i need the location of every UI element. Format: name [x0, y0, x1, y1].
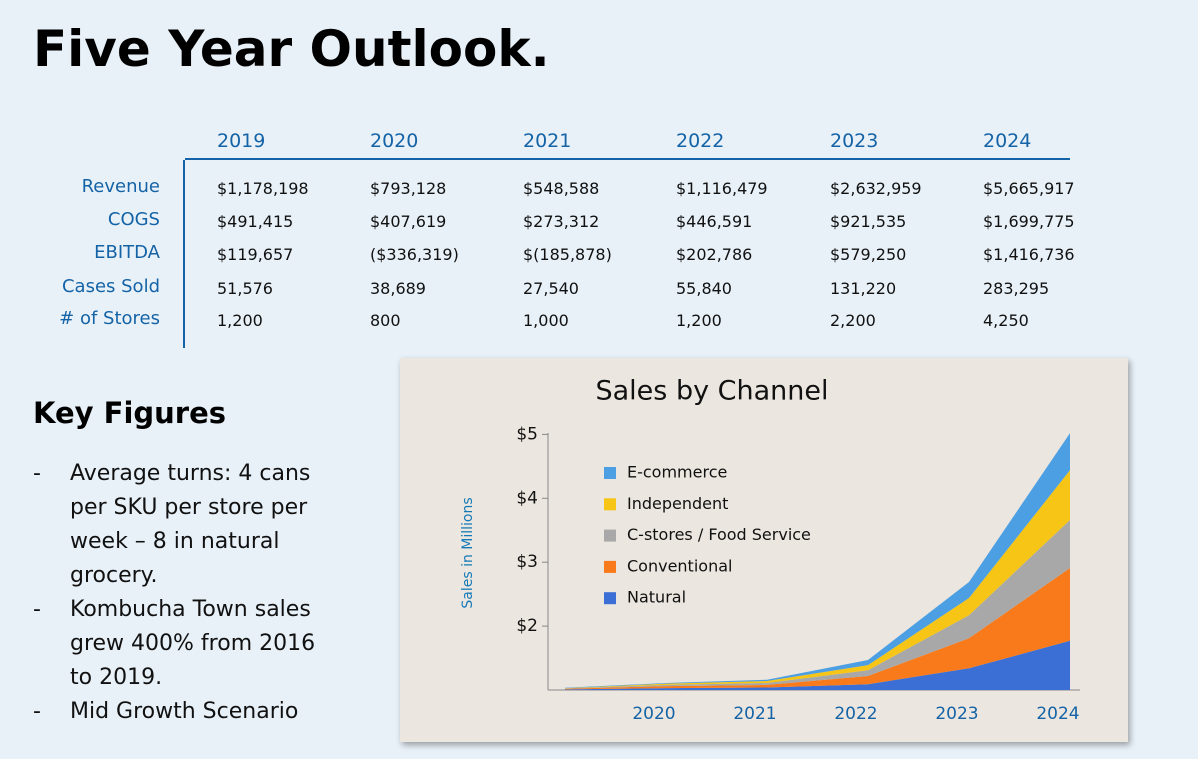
bullet-dash: - [33, 699, 41, 724]
table-cell: $273,312 [523, 212, 600, 231]
bullet: - Average turns: 4 cans per SKU per store… [33, 457, 333, 593]
legend-label: Conventional [627, 556, 732, 575]
year-header: 2024 [983, 130, 1032, 152]
table-cell: 27,540 [523, 279, 579, 298]
table-cell: $119,657 [217, 245, 294, 264]
x-tick-label: 2022 [834, 704, 877, 724]
table-cell: $2,632,959 [830, 179, 922, 198]
legend-label: E-commerce [627, 463, 727, 482]
table-cell: $1,178,198 [217, 179, 309, 198]
table-cell: $793,128 [370, 179, 447, 198]
table-cell: $5,665,917 [983, 179, 1075, 198]
year-header: 2020 [370, 130, 419, 152]
row-label: COGS [107, 209, 160, 230]
row-label: Revenue [81, 176, 160, 197]
table-cell: $1,116,479 [676, 179, 768, 198]
legend-swatch [604, 529, 616, 542]
area [565, 567, 1070, 690]
table-cell: $1,699,775 [983, 212, 1075, 231]
table-cell: $491,415 [217, 212, 294, 231]
table-cell: $407,619 [370, 212, 447, 231]
bullet: - Mid Growth Scenario [33, 695, 333, 729]
year-header: 2021 [523, 130, 572, 152]
row-label: # of Stores [59, 308, 160, 329]
table-cell: 38,689 [370, 279, 426, 298]
x-tick-label: 2024 [1036, 704, 1079, 724]
legend-label: Natural [627, 588, 686, 607]
legend-label: C-stores / Food Service [627, 525, 811, 544]
legend-swatch [604, 592, 616, 605]
table-cell: ($336,319) [370, 245, 459, 264]
table-cell: 51,576 [217, 279, 273, 298]
bullet-text: Mid Growth Scenario [70, 699, 299, 724]
chart: Sales by Channel Sales in Millions $2 $3 $… [460, 376, 1080, 724]
legend-label: Independent [627, 494, 728, 513]
row-label: Cases Sold [61, 276, 160, 297]
bullet-text: Average turns: 4 cans per SKU per store … [70, 461, 311, 588]
table-cell: $921,535 [830, 212, 907, 231]
table-cell: $446,591 [676, 212, 753, 231]
bullet: - Kombucha Town sales grew 400% from 2016… [33, 593, 333, 695]
slide-title: Five Year Outlook. [33, 20, 550, 78]
table-rule [185, 158, 1070, 160]
table-cell: 4,250 [983, 311, 1029, 330]
area [565, 640, 1070, 690]
table-cell: 1,000 [523, 311, 569, 330]
table-cell: $548,588 [523, 179, 600, 198]
table-cell: $1,416,736 [983, 245, 1075, 264]
year-header: 2022 [676, 130, 725, 152]
table-cell: 1,200 [676, 311, 722, 330]
year-header: 2023 [830, 130, 879, 152]
table-cell: 131,220 [830, 279, 897, 298]
y-tick-label: $4 [516, 488, 538, 508]
table-cell: $202,786 [676, 245, 753, 264]
table-cell: 55,840 [676, 279, 732, 298]
bullet-text: Kombucha Town sales grew 400% from 2016 … [70, 597, 316, 690]
table-cell: 283,295 [983, 279, 1050, 298]
x-tick-label: 2023 [935, 704, 978, 724]
table-cell: 800 [370, 311, 401, 330]
year-header: 2019 [217, 130, 266, 152]
y-tick-label: $3 [516, 552, 538, 572]
chart-title: Sales by Channel [596, 376, 829, 407]
table-cell: 2,200 [830, 311, 876, 330]
table-cell: 1,200 [217, 311, 263, 330]
legend-swatch [604, 498, 616, 511]
chart-panel: Sales by Channel Sales in Millions $2 $3 $… [400, 358, 1128, 742]
table-cell: $579,250 [830, 245, 907, 264]
area [565, 520, 1070, 689]
table-rule [183, 160, 185, 348]
bullet-dash: - [33, 597, 41, 622]
x-tick-label: 2020 [632, 704, 675, 724]
y-axis-label: Sales in Millions [460, 497, 476, 608]
legend-swatch [604, 467, 616, 479]
bullet-dash: - [33, 461, 41, 486]
legend-swatch [604, 560, 616, 573]
key-figures-heading: Key Figures [33, 396, 227, 430]
y-tick-label: $5 [516, 424, 538, 444]
bullet-list: - Average turns: 4 cans per SKU per store… [33, 457, 333, 729]
row-label: EBITDA [94, 242, 160, 263]
table-cell: $(185,878) [523, 245, 612, 264]
x-tick-label: 2021 [733, 704, 776, 724]
y-tick-label: $2 [516, 616, 538, 636]
